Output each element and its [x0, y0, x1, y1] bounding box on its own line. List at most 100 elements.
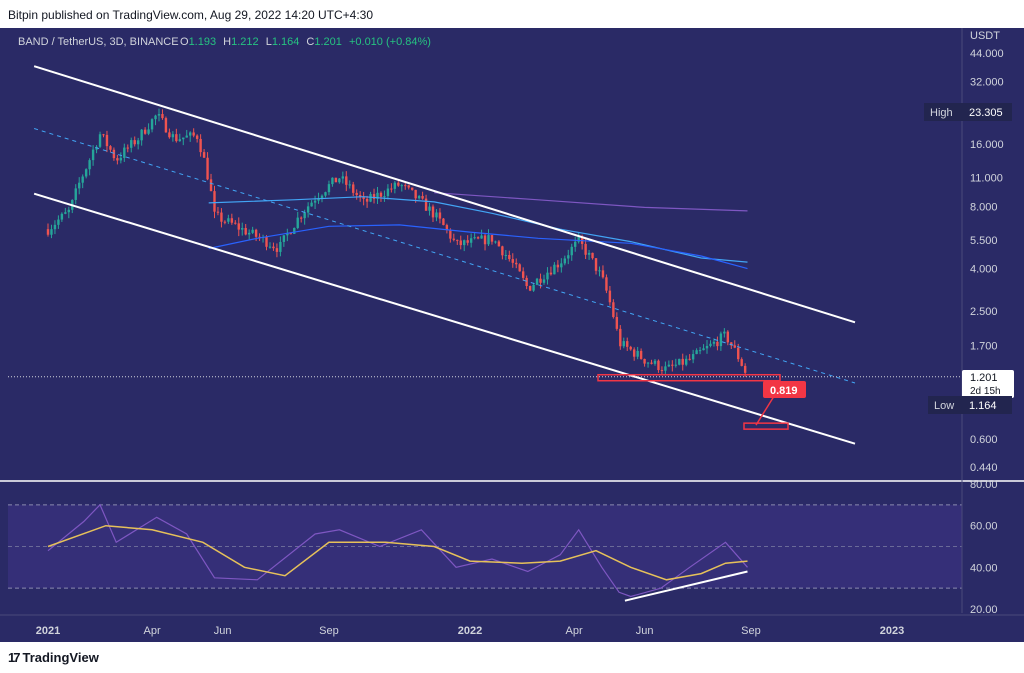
- candle-body: [619, 328, 622, 347]
- candle-body: [258, 236, 261, 238]
- tradingview-logo[interactable]: 17 TradingView: [8, 650, 99, 665]
- low-tag-value-bg: [964, 396, 1012, 414]
- candle-body: [358, 195, 362, 198]
- candle-body: [469, 238, 473, 243]
- high-tag-label-bg: [924, 103, 966, 121]
- candle-body: [60, 213, 64, 220]
- candle-body: [414, 189, 417, 199]
- last-price-tag: [962, 370, 1014, 398]
- candle-body: [556, 264, 560, 268]
- candle-body: [518, 264, 521, 272]
- candle-body: [327, 184, 331, 193]
- candle-body: [338, 178, 341, 183]
- candle-body: [202, 152, 206, 158]
- candle-body: [563, 258, 567, 264]
- candle-body: [272, 246, 275, 249]
- candle-body: [317, 198, 320, 201]
- candle-body: [84, 169, 88, 177]
- candle-body: [88, 160, 91, 170]
- y-tick-label: 1.700: [970, 340, 998, 352]
- candle-body: [449, 229, 452, 239]
- candle-body: [626, 341, 629, 347]
- candle-body: [303, 212, 306, 219]
- candle-body: [698, 350, 702, 352]
- candle-body: [251, 229, 254, 233]
- candle-body: [140, 129, 143, 141]
- candle-body: [230, 218, 234, 223]
- rsi-tick-label: 80.00: [970, 479, 998, 491]
- candle-body: [643, 358, 646, 364]
- candle-body: [691, 354, 695, 360]
- y-tick-label: 2.500: [970, 306, 998, 318]
- candle-body: [393, 182, 397, 189]
- candle-body: [730, 342, 733, 346]
- y-tick-label: 8.000: [970, 201, 998, 213]
- candle-body: [678, 358, 681, 365]
- y-tick-label: 16.000: [970, 139, 1004, 151]
- candle-body: [740, 359, 743, 366]
- publish-info: Bitpin published on TradingView.com, Aug…: [8, 8, 374, 22]
- candle-body: [532, 284, 535, 291]
- candle-body: [161, 114, 164, 119]
- candle-body: [123, 147, 126, 158]
- candle-body: [313, 200, 317, 203]
- target-label-bg: [763, 381, 806, 398]
- candle-body: [164, 118, 168, 133]
- candle-body: [241, 227, 244, 230]
- candle-body: [466, 240, 469, 243]
- candle-body: [320, 195, 324, 199]
- price-pane: [0, 65, 1024, 482]
- low-tag-label: Low: [934, 400, 954, 412]
- candle-body: [743, 365, 747, 373]
- candle-body: [726, 331, 730, 343]
- candle-body: [539, 278, 542, 283]
- ohlc-legend: O1.193 H1.212 L1.164 C1.201 +0.010 (+0.8…: [180, 36, 431, 48]
- low-tag-value: 1.164: [969, 400, 997, 412]
- ohlc-o-label: O: [180, 36, 189, 48]
- candle-body: [102, 134, 105, 136]
- candle-body: [667, 364, 671, 367]
- candle-body: [615, 317, 619, 329]
- x-tick-label: Apr: [143, 625, 160, 637]
- candle-body: [657, 360, 660, 371]
- candle-body: [178, 139, 182, 142]
- candle-body: [227, 218, 230, 222]
- candle-body: [300, 217, 303, 219]
- candle-body: [660, 370, 664, 372]
- candle-body: [78, 182, 81, 189]
- candle-body: [199, 138, 202, 153]
- candle-body: [674, 364, 677, 366]
- candle-body: [591, 252, 594, 259]
- candle-body: [511, 259, 514, 263]
- candle-body: [528, 285, 532, 291]
- candle-body: [116, 158, 119, 161]
- y-tick-label: 44.000: [970, 48, 1004, 60]
- candle-body: [622, 341, 625, 347]
- candle-body: [501, 246, 504, 256]
- candle-body: [50, 229, 53, 235]
- chart-svg[interactable]: 44.000 32.000 16.000 11.000 8.000 5.500 4.000 2…: [0, 28, 1024, 642]
- candle-body: [546, 272, 549, 280]
- candle-body: [306, 206, 310, 213]
- candle-body: [605, 277, 608, 291]
- x-tick-label: 2023: [880, 625, 904, 637]
- candle-body: [723, 331, 726, 334]
- candle-body: [473, 237, 476, 239]
- high-tag-label: High: [930, 107, 953, 119]
- candle-body: [296, 217, 299, 228]
- target-label: 0.819: [770, 385, 798, 397]
- rsi-trendline: [624, 570, 748, 602]
- x-tick-label: Sep: [741, 625, 761, 637]
- candle-body: [247, 232, 251, 235]
- candle-body: [119, 157, 123, 161]
- candle-body: [521, 271, 525, 278]
- candle-body: [632, 349, 636, 357]
- chart-area[interactable]: 44.000 32.000 16.000 11.000 8.000 5.500 4.000 2…: [0, 28, 1024, 642]
- candle-body: [157, 114, 161, 116]
- candle-body: [608, 290, 612, 303]
- candle-body: [570, 246, 573, 256]
- candle-body: [428, 206, 431, 211]
- candle-body: [553, 264, 556, 275]
- low-tag-label-bg: [928, 396, 964, 414]
- candle-body: [653, 360, 657, 364]
